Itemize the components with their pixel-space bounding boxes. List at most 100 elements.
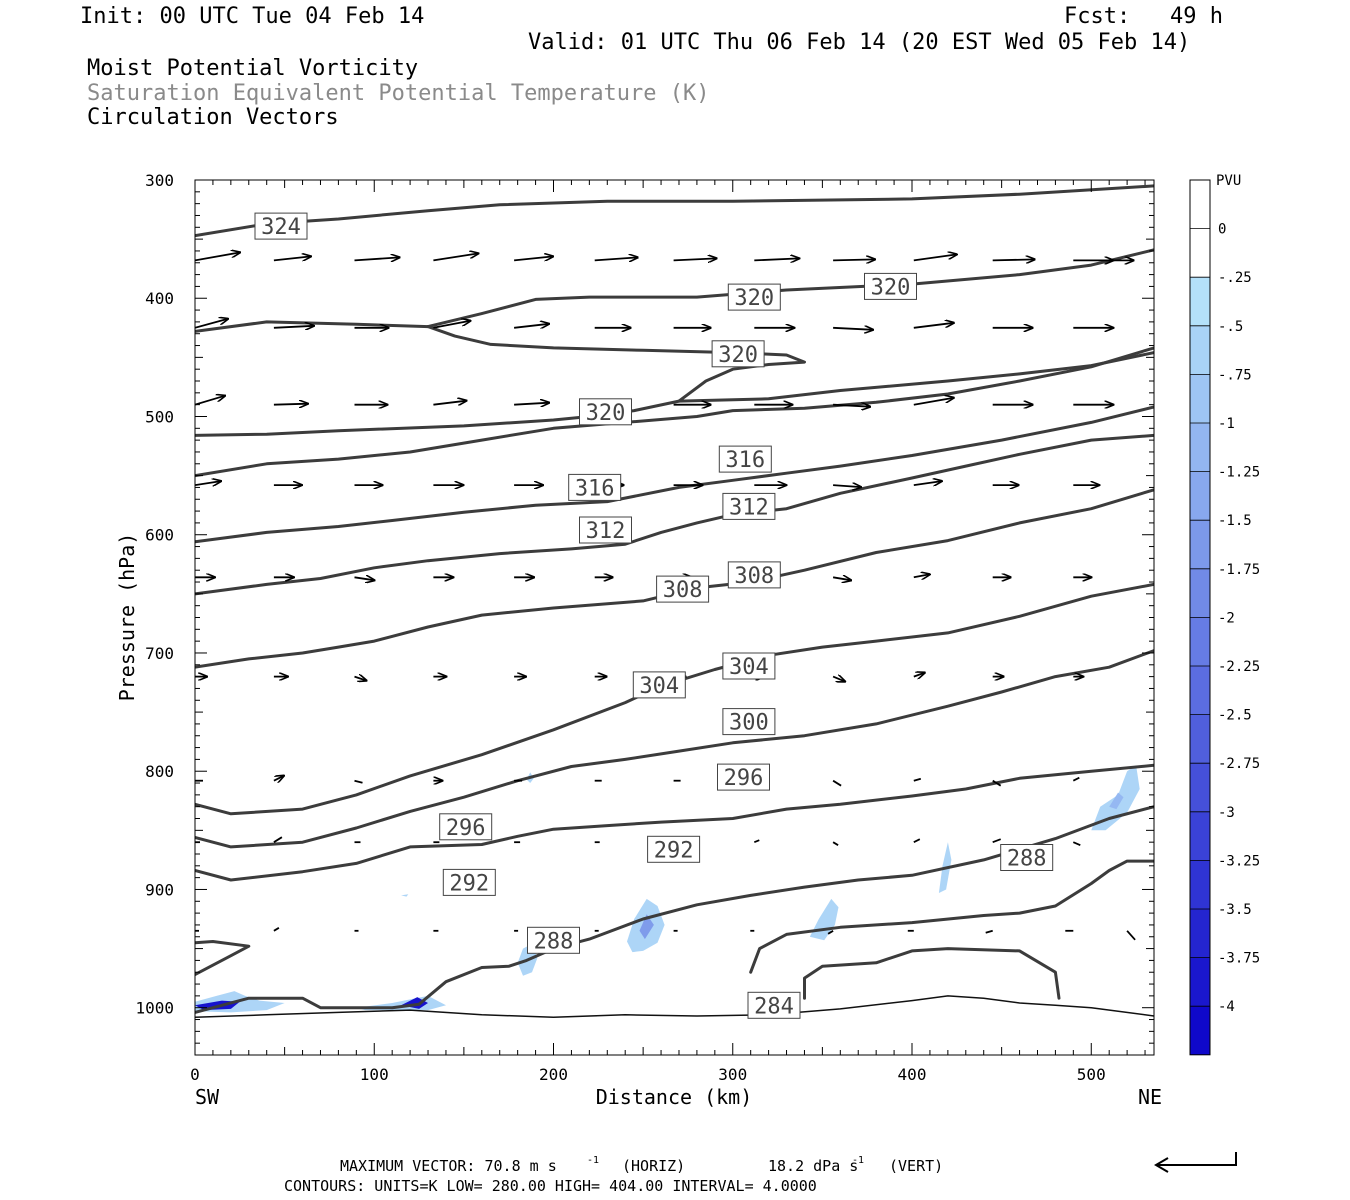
pv-shaded-region (1109, 792, 1124, 810)
contour-label-box (568, 473, 622, 501)
theta-es-contour (195, 248, 1154, 333)
contour-label-box (647, 835, 701, 863)
circulation-vector (433, 321, 470, 329)
theta-es-contour (749, 859, 1154, 974)
contour-label-box (1000, 844, 1054, 871)
contour-label: 296 (724, 766, 764, 791)
circulation-vector (827, 930, 834, 935)
colorbar-label: -1 (1218, 416, 1235, 432)
y-tick-label: 1000 (135, 999, 174, 1018)
theta-es-contour (195, 488, 1154, 669)
circulation-vector (354, 677, 367, 681)
circulation-vector (273, 776, 284, 781)
circulation-vector (833, 485, 861, 487)
max-vector-vert-exponent: -1 (852, 1155, 864, 1166)
x-tick-label: 500 (1077, 1065, 1106, 1084)
contour-label: 320 (871, 275, 911, 300)
contour-label: 320 (718, 343, 758, 368)
y-tick-label: 700 (145, 644, 174, 663)
circulation-vector (433, 401, 466, 405)
circulation-vector (273, 326, 314, 328)
circulation-vector (354, 779, 363, 784)
theta-es-contour (195, 184, 1154, 238)
circulation-vector (992, 259, 1035, 260)
contour-label: 308 (734, 564, 774, 589)
circulation-vector (832, 677, 845, 682)
contour-label: 316 (575, 476, 615, 501)
pv-shaded-region (401, 894, 409, 897)
x-end-label-ne: NE (1138, 1085, 1162, 1109)
colorbar-label: -2.75 (1218, 756, 1260, 772)
contour-label-layer: 324 320 320 320 320 316 316 312 312 308 308 304 304 3… (254, 212, 1054, 1019)
circulation-vector (195, 252, 240, 262)
x-end-label-sw: SW (195, 1085, 220, 1109)
colorbar-swatch (1190, 714, 1210, 764)
circulation-vector (514, 403, 549, 405)
circulation-vector (195, 319, 228, 329)
colorbar-swatch (1190, 471, 1210, 521)
circulation-vector (833, 405, 870, 407)
theta-es-contour (195, 433, 1154, 596)
circulation-vector (195, 396, 225, 406)
field-title-theta-es: Saturation Equivalent Potential Temperat… (87, 81, 710, 106)
contour-label-box (718, 445, 772, 473)
circulation-vector (273, 404, 308, 405)
contour-label: 288 (534, 929, 574, 954)
field-title-mpv: Moist Potential Vorticity (87, 56, 419, 81)
contour-label-box (254, 212, 308, 240)
colorbar-swatch (1190, 423, 1210, 472)
colorbar-label: -.75 (1218, 367, 1252, 383)
theta-es-contour (195, 405, 1154, 544)
circulation-vector (273, 927, 280, 932)
contour-label: 304 (729, 655, 769, 680)
contour-label: 292 (449, 871, 489, 896)
circulation-vector (273, 256, 311, 260)
contour-label-box (717, 763, 770, 791)
colorbar-swatch (1190, 1006, 1210, 1055)
colorbar-label: -.25 (1218, 270, 1252, 286)
colorbar-swatch (1190, 568, 1210, 618)
x-tick-label: 300 (718, 1065, 747, 1084)
colorbar-swatch (1190, 520, 1210, 569)
contour-label: 320 (734, 286, 774, 311)
colorbar-swatch (1190, 277, 1210, 326)
circulation-vector (433, 253, 478, 262)
circulation-vector (195, 481, 221, 485)
contour-label-box (864, 272, 917, 300)
x-tick-label: 200 (539, 1065, 568, 1084)
contour-label-box (579, 398, 632, 426)
valid-time-label: Valid: 01 UTC Thu 06 Feb 14 (20 EST Wed … (528, 30, 1191, 55)
colorbar-swatch (1190, 811, 1210, 861)
contour-label: 308 (663, 578, 703, 603)
contour-label: 304 (639, 674, 679, 699)
axis-ticks: 0 100 200 300 400 500 300 400 500 600 700 800 900 100… (135, 171, 1154, 1084)
colorbar-label: -1.5 (1218, 513, 1252, 529)
circulation-vector (1072, 841, 1081, 847)
colorbar-swatch (1190, 374, 1210, 423)
contour-label: 288 (1007, 847, 1047, 872)
x-axis-label: Distance (km) (596, 1085, 753, 1109)
circulation-vector (832, 577, 851, 580)
circulation-vector (354, 577, 375, 580)
theta-es-contour (195, 940, 251, 977)
colorbar-label: -.5 (1218, 319, 1243, 335)
colorbar-swatch (1190, 860, 1210, 909)
forecast-hour-label: Fcst: 49 h (1064, 4, 1223, 29)
y-tick-label: 500 (145, 407, 174, 426)
circulation-vector (513, 324, 549, 328)
circulation-vector (913, 254, 957, 262)
contour-label-box (727, 561, 781, 589)
contour-label-box (722, 652, 776, 680)
y-tick-label: 600 (145, 526, 174, 545)
circulation-vector (514, 256, 553, 260)
contour-label: 292 (654, 838, 694, 863)
colorbar-label: 0 (1218, 222, 1226, 238)
contour-label-box (442, 868, 496, 896)
colorbar-swatch (1190, 617, 1210, 666)
contour-label-box (722, 708, 776, 736)
colorbar-label: -2.25 (1218, 659, 1260, 675)
colorbar-swatch (1190, 763, 1210, 812)
max-vector-horiz-text: MAXIMUM VECTOR: 70.8 m s (340, 1157, 557, 1175)
circulation-vector (754, 258, 799, 260)
circulation-vector (913, 481, 942, 485)
